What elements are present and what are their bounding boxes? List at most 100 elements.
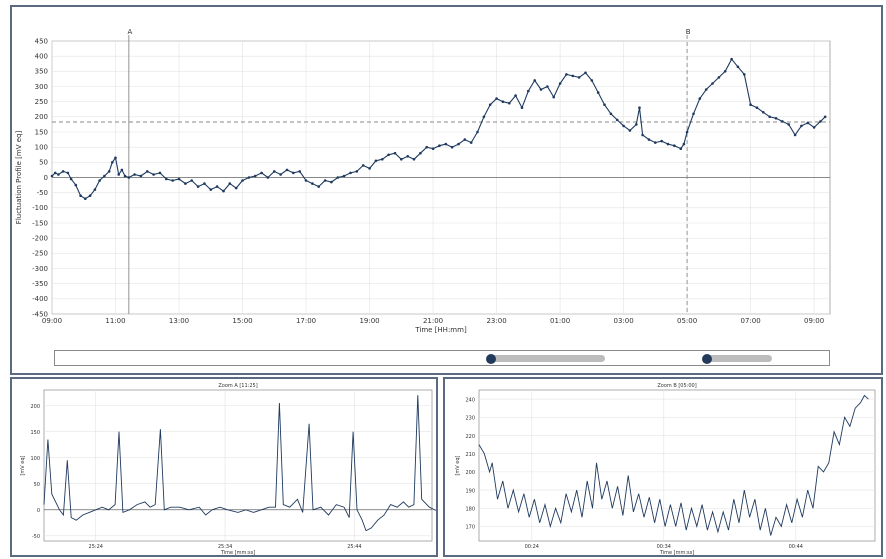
data-point — [158, 171, 162, 175]
y-tick-label: -50 — [32, 534, 40, 540]
y-tick-label: 50 — [34, 482, 40, 488]
y-tick-label: -100 — [32, 204, 48, 212]
data-point — [139, 174, 143, 178]
y-tick-label: -200 — [32, 234, 48, 242]
x-axis-label: Time [mm:ss] — [220, 550, 255, 555]
y-tick-label: 50 — [39, 159, 48, 167]
data-point — [123, 174, 127, 178]
data-point — [539, 88, 543, 91]
x-tick-label: 21:00 — [423, 317, 443, 325]
x-tick-label: 25:24 — [89, 544, 103, 550]
data-point — [482, 115, 486, 119]
data-point — [546, 85, 549, 88]
data-point — [342, 174, 346, 178]
zoom-b-slider-track[interactable] — [706, 355, 772, 362]
data-point — [273, 170, 276, 173]
data-point — [654, 141, 657, 144]
data-point — [304, 179, 308, 182]
data-point — [812, 126, 816, 129]
x-tick-label: 11:00 — [105, 317, 125, 325]
data-point — [361, 164, 365, 167]
x-tick-label: 15:00 — [232, 317, 252, 325]
data-point — [431, 147, 435, 150]
data-point — [228, 182, 232, 185]
data-point — [381, 158, 384, 161]
data-point — [717, 76, 721, 79]
data-point — [53, 171, 57, 175]
data-point — [641, 133, 644, 137]
zoom-a-slider-track[interactable] — [489, 355, 605, 362]
data-point — [69, 177, 73, 181]
data-point — [279, 173, 282, 176]
x-tick-label: 09:00 — [42, 317, 62, 325]
data-point — [673, 144, 676, 147]
data-point — [247, 176, 251, 179]
zoom-b-panel: 240 230 220 210 200 190 180 170 00:24 00:34 00:44 Z… — [443, 377, 883, 557]
data-point — [241, 179, 244, 182]
data-point — [88, 194, 92, 197]
data-point — [800, 124, 803, 128]
data-point — [266, 176, 270, 179]
chart-title: Zoom B [05:00] — [657, 383, 696, 389]
x-tick-label: 03:00 — [613, 317, 633, 325]
y-tick-label: -150 — [32, 219, 48, 227]
data-point — [336, 176, 340, 179]
y-tick-label: -50 — [37, 189, 48, 197]
zoom-a-panel: 200 150 100 50 0 -50 25:24 25:34 25:44 Zoom A [11… — [10, 377, 443, 557]
x-tick-label: 00:44 — [789, 544, 803, 550]
data-point — [133, 173, 136, 176]
zoom-b-slider-handle[interactable] — [702, 353, 712, 364]
data-point — [552, 95, 555, 99]
y-tick-label: 300 — [35, 83, 48, 91]
data-point — [723, 70, 727, 73]
y-tick-label: 180 — [465, 507, 475, 513]
data-point — [171, 179, 174, 182]
data-point — [438, 144, 441, 147]
data-point — [558, 82, 562, 85]
x-tick-label: 25:44 — [347, 544, 361, 550]
data-point — [596, 91, 600, 94]
time-range-scrollbar[interactable] — [54, 350, 830, 366]
y-tick-label: 200 — [465, 470, 475, 476]
data-point — [743, 73, 746, 76]
data-point — [444, 142, 448, 146]
data-point — [177, 177, 181, 181]
y-tick-label: 150 — [35, 128, 48, 136]
data-point — [120, 168, 124, 172]
data-point — [774, 117, 778, 120]
data-point — [609, 112, 613, 116]
data-point — [215, 185, 219, 188]
x-tick-label: 00:24 — [525, 544, 539, 550]
data-point — [476, 130, 479, 134]
y-tick-label: -350 — [32, 280, 48, 288]
y-tick-label: -400 — [32, 295, 48, 303]
y-tick-label: 250 — [35, 98, 48, 106]
data-point — [190, 179, 193, 182]
data-point — [374, 159, 378, 163]
y-tick-label: 0 — [37, 508, 40, 514]
x-tick-label: 07:00 — [741, 317, 761, 325]
data-point — [682, 142, 686, 146]
data-point — [222, 189, 225, 193]
x-tick-label: 01:00 — [550, 317, 570, 325]
data-point — [469, 141, 473, 144]
data-point — [679, 147, 683, 150]
data-point — [127, 176, 131, 179]
y-tick-label: 100 — [30, 456, 40, 462]
series-line — [51, 58, 826, 200]
y-tick-label: -450 — [32, 310, 48, 318]
zoom-a-slider-handle[interactable] — [486, 353, 496, 364]
x-tick-label: 17:00 — [296, 317, 316, 325]
data-point — [781, 120, 784, 123]
data-point — [117, 173, 120, 176]
y-tick-label: 170 — [465, 525, 475, 531]
data-point — [253, 174, 257, 178]
data-point — [311, 182, 314, 185]
data-point — [330, 180, 333, 184]
y-tick-label: -250 — [32, 250, 48, 258]
data-point — [823, 115, 827, 119]
y-tick-label: 190 — [465, 488, 475, 494]
y-tick-label: 350 — [35, 68, 48, 76]
x-tick-label: 00:34 — [657, 544, 671, 550]
data-point — [450, 145, 454, 149]
